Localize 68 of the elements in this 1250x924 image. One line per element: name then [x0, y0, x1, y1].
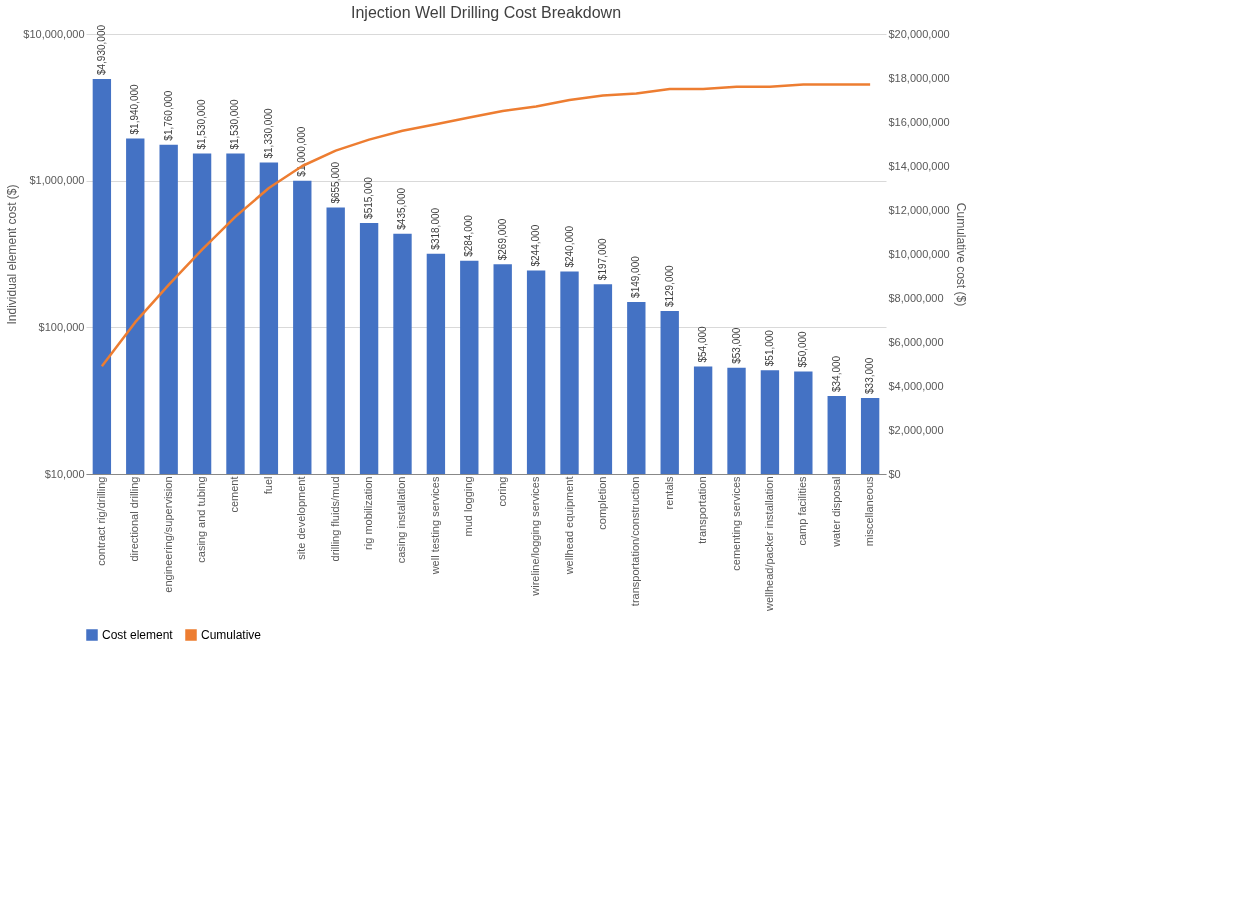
- x-tick-label: transportation/construction: [629, 476, 642, 607]
- x-tick-label: camp facilities: [796, 476, 809, 546]
- y2-tick-label: $6,000,000: [888, 335, 944, 348]
- x-tick-label: engineering/supervision: [161, 476, 174, 593]
- y2-tick-label: $16,000,000: [888, 115, 950, 128]
- x-tick-label: wireline/logging services: [529, 476, 542, 597]
- y2-tick-label: $2,000,000: [888, 423, 944, 436]
- data-label: $515,000: [363, 176, 375, 219]
- data-label: $54,000: [697, 326, 709, 363]
- x-tick-label: cement: [228, 476, 241, 513]
- x-tick-label: cementing services: [729, 476, 742, 571]
- x-tick-label: miscellaneous: [863, 476, 876, 547]
- data-label: $1,000,000: [296, 126, 308, 177]
- data-label: $1,530,000: [196, 99, 208, 150]
- x-tick-label: rentals: [662, 476, 675, 510]
- y2-tick-label: $0: [888, 467, 901, 480]
- x-tick-label: casing installation: [395, 476, 408, 564]
- data-label: $269,000: [496, 218, 508, 261]
- data-label: $284,000: [463, 214, 475, 257]
- data-label: $51,000: [763, 329, 775, 367]
- data-label: $1,330,000: [262, 108, 274, 159]
- y-tick-label: $10,000: [44, 467, 85, 480]
- legend-label: Cost element: [102, 628, 174, 642]
- data-label: $1,530,000: [229, 99, 241, 150]
- y2-tick-label: $14,000,000: [888, 159, 950, 172]
- y2-tick-label: $12,000,000: [888, 203, 950, 216]
- x-tick-label: wellhead equipment: [562, 476, 575, 576]
- data-label: $33,000: [864, 357, 876, 394]
- y2-axis-title: Cumulative cost ($): [953, 202, 968, 307]
- x-tick-label: rig mobilization: [362, 476, 375, 550]
- x-tick-label: directional drilling: [128, 476, 141, 562]
- data-label: $318,000: [429, 207, 441, 250]
- x-tick-label: drilling fluids/mud: [328, 476, 341, 562]
- x-tick-label: completion: [595, 476, 608, 530]
- x-tick-label: well testing services: [428, 476, 441, 576]
- data-label: $197,000: [596, 238, 608, 281]
- y2-tick-label: $18,000,000: [888, 71, 950, 84]
- x-tick-label: wellhead/packer installation: [762, 476, 775, 613]
- y2-tick-label: $4,000,000: [888, 379, 944, 392]
- y2-tick-label: $10,000,000: [888, 247, 950, 260]
- x-tick-label: coring: [495, 476, 508, 507]
- x-tick-label: mud logging: [462, 476, 475, 537]
- data-label: $129,000: [663, 264, 675, 308]
- y-tick-label: $10,000,000: [23, 27, 85, 40]
- x-tick-label: site development: [295, 476, 308, 560]
- data-label: $1,760,000: [162, 90, 174, 141]
- data-label: $240,000: [563, 225, 575, 268]
- y-tick-label: $100,000: [38, 320, 85, 333]
- x-tick-label: fuel: [261, 476, 274, 495]
- data-label: $50,000: [797, 330, 809, 368]
- data-label: $244,000: [530, 224, 542, 267]
- data-label: $34,000: [830, 355, 842, 393]
- legend-label: Cumulative: [201, 628, 262, 642]
- x-tick-label: contract rig/drilling: [94, 476, 107, 566]
- y-tick-label: $1,000,000: [29, 174, 85, 187]
- data-label: $149,000: [630, 255, 642, 298]
- data-label: $655,000: [329, 161, 341, 204]
- y-axis-title: Individual element cost ($): [5, 184, 20, 325]
- data-label: $435,000: [396, 187, 408, 230]
- y2-tick-label: $8,000,000: [888, 291, 944, 304]
- chart-title: Injection Well Drilling Cost Breakdown: [350, 4, 622, 21]
- x-tick-label: casing and tubing: [195, 476, 208, 563]
- y2-tick-label: $20,000,000: [888, 27, 950, 40]
- data-label: $4,930,000: [95, 24, 107, 76]
- x-tick-label: water disposal: [829, 476, 842, 548]
- data-label: $53,000: [730, 327, 742, 364]
- x-tick-label: transportation: [696, 476, 709, 544]
- data-label: $1,940,000: [129, 83, 141, 135]
